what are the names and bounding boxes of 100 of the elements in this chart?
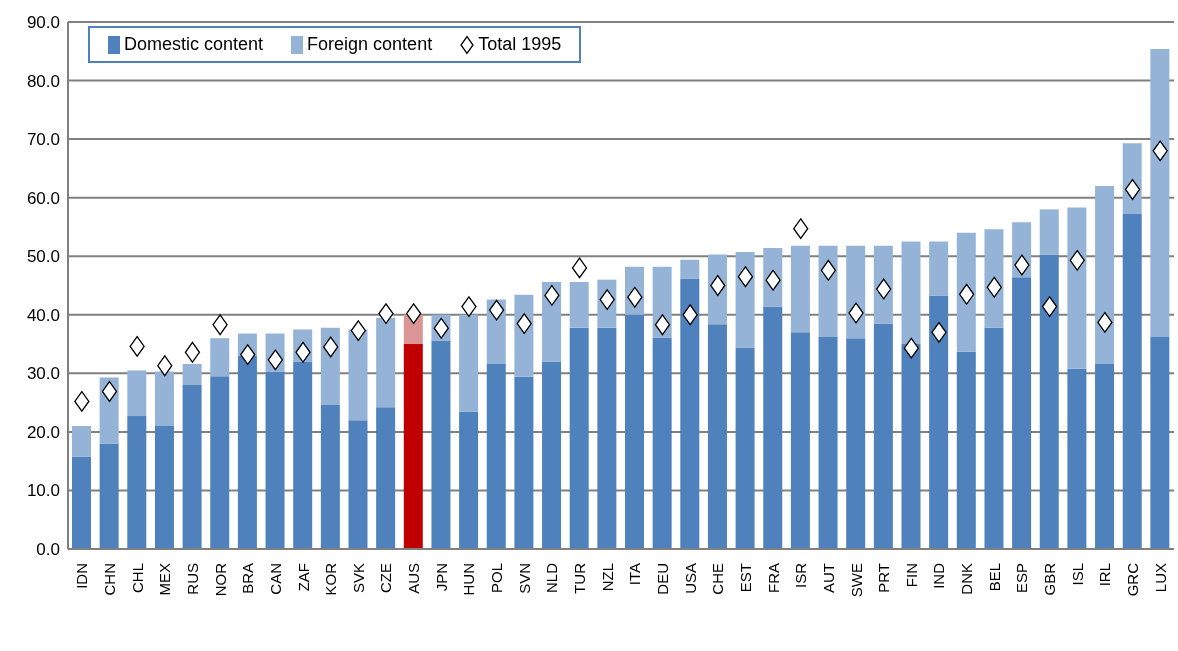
point [323,336,339,358]
x-tick-label: GBR [1041,562,1059,596]
point [488,299,505,321]
point [737,266,754,288]
bar [873,323,893,549]
bar [818,245,838,338]
point [378,303,394,325]
point [876,278,892,300]
x-tick-label: CAN [266,563,284,595]
x-tick-label: NLD [543,562,561,594]
legend-label: Domestic content [124,34,264,55]
point [682,304,698,326]
x-tick-label: FIN [902,563,920,588]
bar [846,338,866,549]
point [1014,254,1030,276]
bar [735,347,755,549]
x-tick-label: ESP [1013,563,1031,594]
point [295,341,311,363]
bar [984,229,1004,328]
bar [348,329,368,421]
bar [431,340,451,549]
bar [72,456,91,549]
x-tick-label: IRL [1096,563,1114,587]
bar [210,338,230,377]
x-tick-label: DNK [958,563,976,595]
point [350,320,366,342]
bar [542,361,562,549]
x-tick-label: EST [736,563,754,593]
bar [569,281,589,328]
bar [956,351,976,549]
point [903,337,919,359]
bar [265,371,285,549]
bar [625,314,644,549]
legend-label: Foreign content [307,34,433,55]
bar [901,241,921,345]
x-tick-label: SVK [349,563,367,594]
point [74,390,90,412]
bar [790,245,810,333]
point [1124,179,1141,200]
bar [1067,368,1087,549]
bar [901,344,921,549]
legend-label: Total 1995 [478,34,562,55]
bar [320,404,340,549]
bar [1095,185,1115,364]
x-tick-label: NOR [211,562,229,597]
point [1097,311,1113,333]
x-tick-label: CHN [100,563,118,596]
bar [1067,207,1087,369]
x-tick-label: FRA [764,563,782,593]
point [212,314,228,336]
x-tick-label: SVN [515,563,533,594]
x-tick-label: JPN [432,563,450,592]
y-tick-label: 50.0 [26,247,60,267]
x-tick-label: POL [488,563,506,594]
x-tick-label: IDN [73,563,91,589]
bar [376,317,396,408]
x-tick-label: KOR [322,562,340,596]
bar [956,232,976,352]
bar [486,363,506,549]
x-tick-label: RUS [183,563,201,595]
x-tick-label: CZE [377,563,395,593]
bar [99,443,119,549]
bar [984,327,1004,549]
y-tick-label: 10.0 [26,481,60,501]
y-tick-label: 20.0 [26,422,60,442]
y-tick-label: 30.0 [26,364,60,384]
point [820,259,837,281]
bar [182,385,202,549]
point [986,276,1002,298]
x-tick-label: ITA [626,563,644,586]
bar [569,327,589,549]
bar [597,327,617,549]
point [461,296,477,318]
x-tick-label: AUT [819,563,837,593]
point [848,302,864,324]
x-tick-label: USA [681,563,699,594]
bar [127,416,147,549]
bar [652,337,672,549]
bar [846,245,866,339]
x-tick-label: GRC [1124,562,1142,597]
x-tick-label: ZAF [294,563,312,592]
bar [735,252,755,348]
point [765,269,781,291]
bar [1150,48,1170,338]
point [516,313,532,335]
bar [790,332,810,549]
bar [680,278,700,549]
bar [127,370,147,417]
point [627,286,643,308]
x-tick-label: LUX [1151,563,1169,593]
bar [1012,277,1032,549]
bar [1095,363,1115,549]
point [1152,140,1168,162]
bar [376,407,396,549]
bar [210,376,230,549]
bar [293,361,313,549]
bar [72,426,91,457]
bar [1039,254,1059,549]
y-tick-label: 0.0 [36,540,60,560]
x-tick-label: PRT [875,563,893,593]
